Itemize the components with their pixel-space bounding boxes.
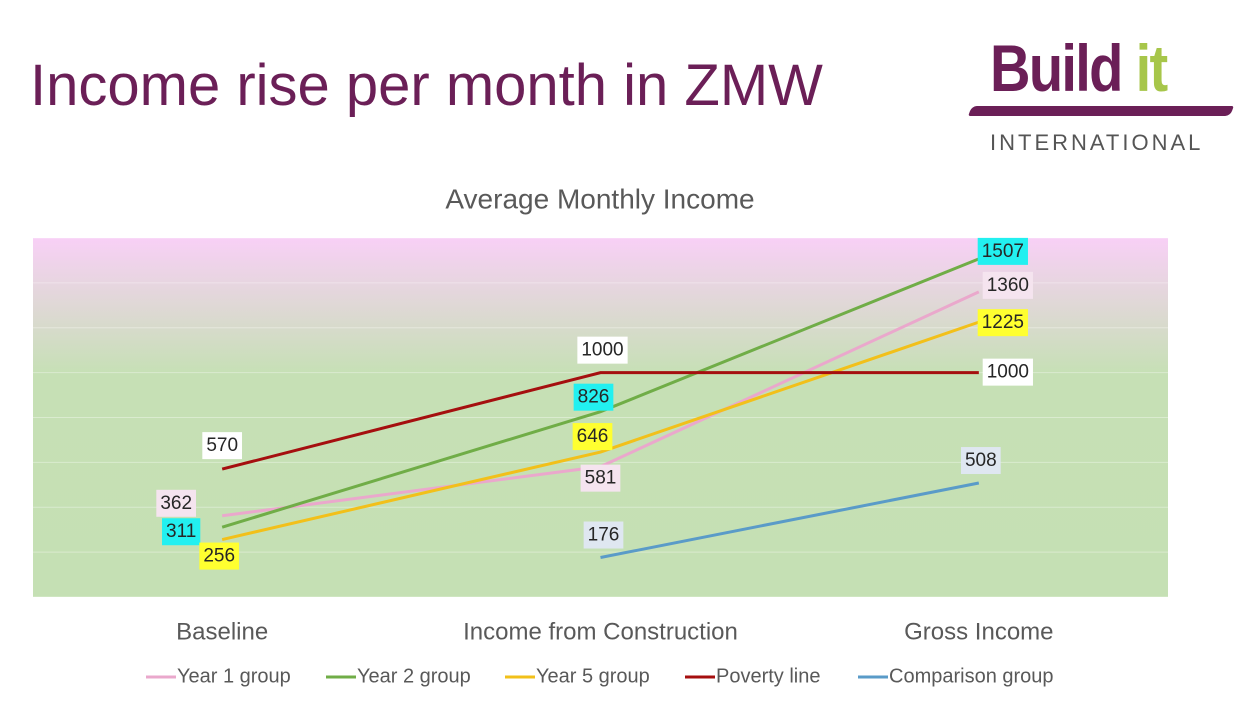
data-label-text: 1225 [982, 312, 1024, 333]
data-label-text: 646 [577, 426, 609, 447]
data-label-bg [162, 518, 201, 546]
logo-sub: INTERNATIONAL [990, 130, 1204, 155]
data-label: 646 [572, 423, 613, 451]
data-label-bg [572, 423, 613, 451]
data-label-text: 570 [206, 435, 238, 456]
data-label-text: 1000 [581, 340, 623, 361]
legend-label: Year 5 group [536, 665, 650, 687]
series-line [221, 371, 979, 471]
data-label: 1225 [977, 309, 1028, 337]
legend-label: Comparison group [889, 665, 1054, 687]
data-label-bg [202, 432, 243, 460]
data-label: 826 [573, 383, 614, 411]
data-label-text: 362 [160, 493, 192, 514]
x-tick-label: Income from Construction [463, 618, 738, 645]
logo-word: Build it [990, 30, 1169, 106]
data-label: 1000 [577, 336, 628, 364]
legend-label: Poverty line [716, 665, 821, 687]
data-label-text: 176 [588, 525, 620, 546]
data-label-bg [583, 521, 624, 549]
data-label-text: 1507 [982, 241, 1024, 262]
series-line [221, 257, 980, 529]
data-label-text: 1360 [987, 275, 1029, 296]
series-line [221, 320, 980, 542]
data-label-text: 581 [585, 468, 617, 489]
series-line [600, 481, 980, 559]
data-label: 1507 [977, 237, 1028, 265]
data-label: 1000 [982, 358, 1033, 386]
data-label: 362 [156, 489, 197, 517]
legend-label: Year 1 group [177, 665, 291, 687]
data-label: 1360 [982, 271, 1033, 299]
data-label-bg [977, 309, 1028, 337]
data-label: 581 [580, 464, 621, 492]
data-label-bg [982, 358, 1033, 386]
data-label-text: 508 [965, 450, 997, 471]
data-label-bg [977, 237, 1028, 265]
x-tick-label: Gross Income [904, 618, 1053, 645]
data-label-bg [156, 489, 197, 517]
data-label-bg [960, 447, 1001, 475]
data-label-bg [577, 336, 628, 364]
chart-title: Average Monthly Income [445, 183, 754, 214]
data-label-text: 311 [166, 521, 196, 542]
data-label: 508 [960, 447, 1001, 475]
data-label-text: 1000 [987, 362, 1029, 383]
data-label-text: 826 [578, 387, 610, 408]
data-label-bg [199, 542, 240, 570]
logo: Build it INTERNATIONAL [968, 30, 1240, 160]
data-label: 570 [202, 432, 243, 460]
data-label-text: 256 [203, 546, 235, 567]
data-label: 311 [162, 518, 201, 546]
data-label-bg [982, 271, 1033, 299]
data-label: 256 [199, 542, 240, 570]
logo-word2: it [1135, 31, 1169, 105]
data-label-bg [580, 464, 621, 492]
data-label: 176 [583, 521, 624, 549]
legend-label: Year 2 group [357, 665, 471, 687]
data-label-bg [573, 383, 614, 411]
slide-title: Income rise per month in ZMW [30, 53, 823, 118]
x-tick-label: Baseline [176, 618, 268, 645]
logo-word1: Build [990, 31, 1123, 105]
